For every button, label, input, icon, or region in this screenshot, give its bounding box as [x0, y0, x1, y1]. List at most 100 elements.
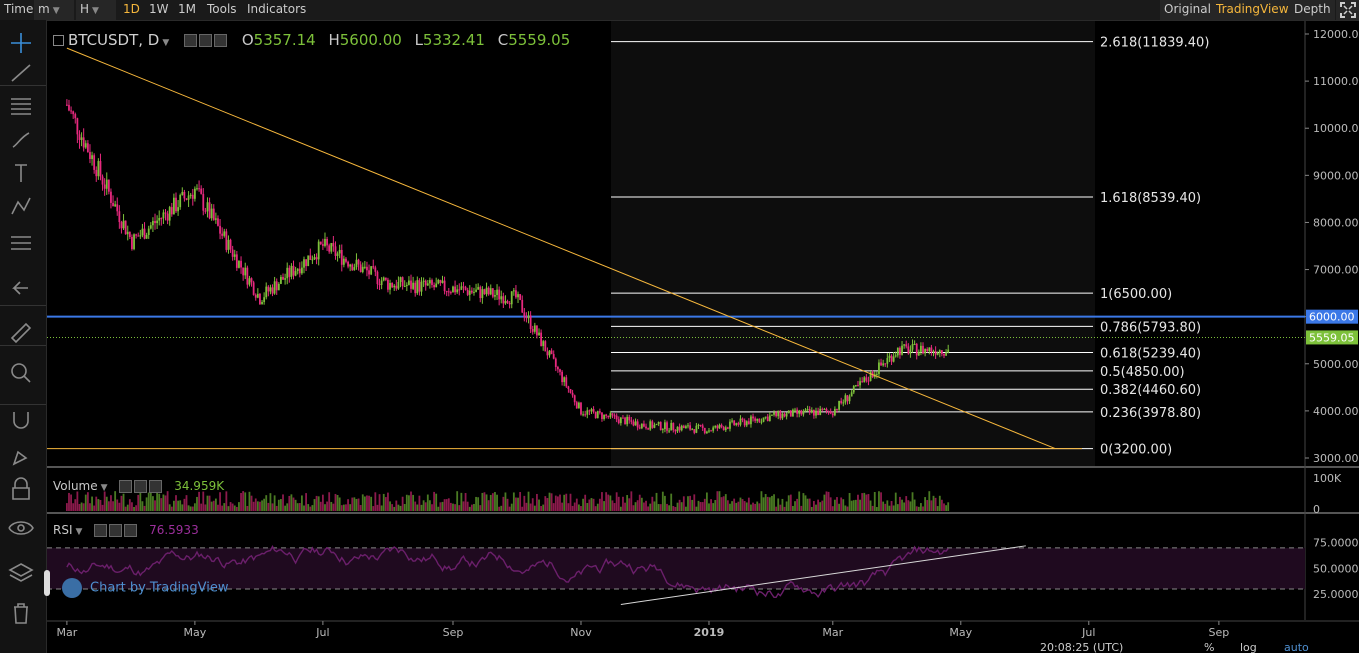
eye-icon[interactable] — [184, 34, 198, 47]
close-icon[interactable] — [124, 524, 138, 537]
volume-bar — [204, 504, 207, 511]
volume-bar — [158, 493, 161, 511]
indicators-button[interactable]: Indicators — [247, 2, 307, 16]
chevron-down-icon[interactable]: ▼ — [75, 527, 83, 537]
candle-body — [84, 143, 87, 148]
view-original-button[interactable]: Original — [1160, 0, 1215, 20]
descending-trendline[interactable] — [66, 47, 1056, 450]
volume-bar — [743, 501, 746, 511]
candle-body — [280, 276, 282, 284]
candle-body — [473, 291, 475, 293]
candle-body — [588, 410, 591, 412]
candle-body — [397, 281, 400, 289]
back-arrow-icon[interactable] — [6, 275, 36, 301]
volume-bar — [571, 505, 574, 511]
eye-icon[interactable] — [119, 480, 133, 493]
volume-label[interactable]: Volume — [53, 479, 98, 493]
volume-bar — [680, 502, 683, 511]
volume-bar — [95, 496, 98, 511]
candle-body — [708, 430, 710, 432]
candle-body — [888, 355, 891, 359]
volume-pane[interactable] — [47, 469, 1305, 511]
settings-icon[interactable] — [109, 524, 123, 537]
fib-lines-icon[interactable] — [6, 93, 36, 119]
symbol-label[interactable]: BTCUSDT, D — [68, 31, 160, 49]
volume-bar — [943, 503, 945, 511]
settings-icon[interactable] — [199, 34, 213, 47]
measure-lines-icon[interactable] — [6, 229, 36, 255]
close-icon[interactable] — [149, 480, 163, 493]
volume-bar — [431, 504, 433, 511]
candle-body — [726, 427, 729, 429]
tradingview-watermark[interactable]: Chart by TradingView — [62, 578, 228, 600]
chevron-down-icon[interactable]: ▼ — [162, 38, 170, 48]
volume-bar — [372, 506, 375, 511]
percent-toggle[interactable]: % — [1204, 643, 1215, 653]
zoom-icon[interactable] — [6, 358, 36, 384]
text-icon[interactable] — [6, 160, 36, 186]
close-icon[interactable] — [214, 34, 228, 47]
volume-bar — [586, 503, 589, 511]
fullscreen-button[interactable] — [1336, 0, 1359, 20]
interval-1m-button[interactable]: 1M — [178, 2, 196, 16]
lock-draw-icon[interactable] — [6, 442, 36, 468]
interval-select[interactable]: m ▼ — [34, 0, 74, 20]
interval-1d-button[interactable]: 1D — [123, 2, 140, 16]
volume-bar — [664, 495, 666, 511]
candle-body — [317, 241, 320, 260]
volume-bar — [479, 505, 482, 511]
trend-line-icon-glyph — [11, 64, 31, 82]
volume-bar — [359, 505, 362, 511]
brush-icon[interactable] — [6, 127, 36, 153]
candle-body — [91, 155, 93, 159]
magnet-icon[interactable] — [6, 406, 36, 432]
interval-1w-button[interactable]: 1W — [149, 2, 169, 16]
tools-button[interactable]: Tools — [207, 2, 237, 16]
trash-icon[interactable] — [6, 600, 36, 626]
candle-body — [705, 431, 708, 434]
depth-button[interactable]: Depth — [1290, 0, 1335, 20]
log-toggle[interactable]: log — [1240, 643, 1257, 653]
rsi-trendline[interactable] — [620, 545, 1026, 605]
candle-body — [422, 280, 425, 282]
candle-body — [909, 349, 912, 354]
candle-body — [261, 301, 263, 305]
rsi-legend: RSI ▼ 76.5933 — [53, 523, 199, 537]
trash-icon-glyph — [14, 603, 28, 624]
candle-body — [697, 424, 700, 426]
settings-icon[interactable] — [134, 480, 148, 493]
panel-toggle-handle[interactable] — [44, 570, 50, 596]
eye-icon[interactable] — [94, 524, 108, 537]
volume-bar — [326, 501, 328, 511]
collapse-icon[interactable] — [53, 35, 64, 46]
trend-line-icon[interactable] — [6, 60, 36, 86]
auto-toggle[interactable]: auto — [1284, 643, 1309, 653]
zoom-icon-glyph — [11, 363, 31, 383]
volume-bar — [892, 505, 895, 511]
volume-bar — [408, 495, 410, 511]
candle-body — [666, 422, 668, 431]
ruler-icon[interactable] — [6, 318, 36, 344]
view-tradingview-button[interactable]: TradingView — [1212, 0, 1293, 20]
candle-body — [202, 193, 205, 211]
rsi-label[interactable]: RSI — [53, 523, 73, 537]
y-tick-label: 4000.00 — [1313, 405, 1359, 418]
volume-bar — [674, 506, 677, 511]
pattern-icon[interactable] — [6, 194, 36, 220]
candle-body — [781, 413, 784, 419]
candle-body — [554, 358, 557, 367]
chevron-down-icon[interactable]: ▼ — [100, 483, 108, 493]
volume-bar — [689, 495, 691, 511]
hour-select[interactable]: H ▼ — [76, 0, 116, 20]
volume-bar — [128, 499, 131, 511]
candle-body — [361, 266, 364, 273]
volume-bar — [376, 504, 379, 511]
crosshair-icon[interactable] — [6, 30, 36, 56]
eye-icon[interactable] — [6, 515, 36, 541]
layers-icon[interactable] — [6, 560, 36, 586]
lock-icon[interactable] — [6, 476, 36, 502]
volume-bar — [831, 506, 834, 511]
crosshair-icon-glyph — [11, 33, 31, 53]
candle-body — [282, 276, 284, 280]
